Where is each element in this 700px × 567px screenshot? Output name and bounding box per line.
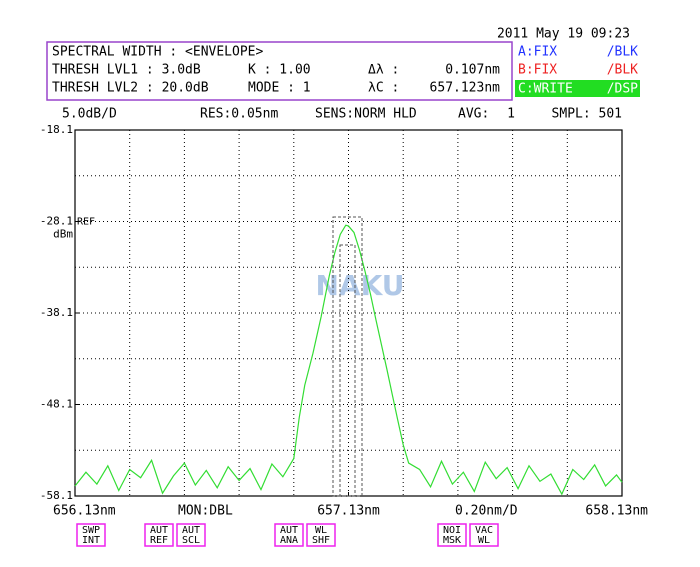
soft-key-label[interactable]: SCL xyxy=(182,535,200,546)
y-tick-label: -48.1 xyxy=(40,398,73,411)
threshold-marker xyxy=(339,244,356,497)
x-tick-label: 657.13nm xyxy=(317,504,380,519)
x-tick-label: 658.13nm xyxy=(585,504,648,519)
threshold-marker xyxy=(332,216,363,497)
soft-key-label[interactable]: WL xyxy=(315,525,327,536)
info-text: 657.123nm xyxy=(430,81,501,96)
soft-key-label[interactable]: SHF xyxy=(312,535,330,546)
soft-key[interactable] xyxy=(274,523,304,547)
soft-key[interactable] xyxy=(144,523,174,547)
info-box xyxy=(46,41,513,101)
setting: 1 xyxy=(507,107,515,122)
soft-key-label[interactable]: AUT xyxy=(150,525,168,536)
trace-c: C:WRITE xyxy=(518,82,573,97)
soft-key[interactable] xyxy=(306,523,336,547)
y-tick-label: -38.1 xyxy=(40,306,73,319)
soft-key-label[interactable]: WL xyxy=(478,535,490,546)
soft-key-label[interactable]: VAC xyxy=(475,525,493,536)
soft-key[interactable] xyxy=(437,523,467,547)
info-text: 0.107nm xyxy=(445,63,500,78)
trace-c-bg xyxy=(515,80,640,97)
trace-b-mode: /BLK xyxy=(607,63,638,78)
x-tick-label: 656.13nm xyxy=(53,504,116,519)
ref-label: REF xyxy=(77,217,95,228)
trace-c-mode: /DSP xyxy=(607,82,638,97)
setting: SMPL: 501 xyxy=(552,107,622,122)
y-tick-label: -58.1 xyxy=(40,489,73,502)
soft-key[interactable] xyxy=(76,523,106,547)
soft-key-label[interactable]: MSK xyxy=(443,535,461,546)
monitor: MON:DBL xyxy=(178,504,233,519)
soft-key-label[interactable]: INT xyxy=(82,535,100,546)
soft-key-label[interactable]: ANA xyxy=(280,535,298,546)
info-text: K : 1.00 xyxy=(248,63,311,78)
spectrum-trace xyxy=(74,224,623,496)
info-text: Δλ : xyxy=(368,63,399,78)
setting: SENS:NORM HLD xyxy=(315,107,417,122)
info-text: THRESH LVL2 : 20.0dB xyxy=(52,81,209,96)
info-text: MODE : 1 xyxy=(248,81,311,96)
setting: AVG: xyxy=(458,107,489,122)
setting: RES:0.05nm xyxy=(200,107,278,122)
soft-key-label[interactable]: AUT xyxy=(182,525,200,536)
soft-key-label[interactable]: NOI xyxy=(443,525,461,536)
info-text: λC : xyxy=(368,81,399,96)
trace-a: A:FIX xyxy=(518,45,557,60)
plot: -58.1 -48.1 -38.1 -28.1 -18.1 REF dBm 656.13nm 6… xyxy=(40,123,648,519)
info-text: SPECTRAL WIDTH : <ENVELOPE> xyxy=(52,45,263,60)
soft-key-label[interactable]: REF xyxy=(150,535,168,546)
y-tick-label: -18.1 xyxy=(40,123,73,136)
y-tick-label: -28.1 xyxy=(40,215,73,228)
soft-key[interactable] xyxy=(176,523,206,547)
soft-key-label[interactable]: SWP xyxy=(82,525,100,536)
y-unit: dBm xyxy=(53,228,73,241)
datetime: 2011 May 19 09:23 xyxy=(497,27,630,42)
watermark: NAKU xyxy=(315,269,404,302)
info-text: THRESH LVL1 : 3.0dB xyxy=(52,63,201,78)
span: 0.20nm/D xyxy=(455,504,518,519)
trace-a-mode: /BLK xyxy=(607,45,638,60)
soft-key[interactable] xyxy=(469,523,499,547)
trace-b: B:FIX xyxy=(518,63,557,78)
setting: 5.0dB/D xyxy=(62,107,117,122)
soft-key-label[interactable]: AUT xyxy=(280,525,298,536)
